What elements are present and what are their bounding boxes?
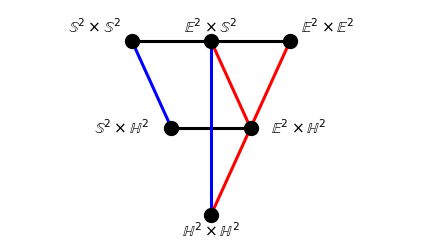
Text: $\mathbb{H}^2 \times \mathbb{H}^2$: $\mathbb{H}^2 \times \mathbb{H}^2$ <box>182 221 240 240</box>
Text: $\mathbb{E}^2 \times \mathbb{S}^2$: $\mathbb{E}^2 \times \mathbb{S}^2$ <box>184 17 238 36</box>
Text: $\mathbb{S}^2 \times \mathbb{H}^2$: $\mathbb{S}^2 \times \mathbb{H}^2$ <box>94 119 149 137</box>
Text: $\mathbb{E}^2 \times \mathbb{E}^2$: $\mathbb{E}^2 \times \mathbb{E}^2$ <box>301 17 354 36</box>
Text: $\mathbb{S}^2 \times \mathbb{S}^2$: $\mathbb{S}^2 \times \mathbb{S}^2$ <box>68 17 121 36</box>
Text: $\mathbb{E}^2 \times \mathbb{H}^2$: $\mathbb{E}^2 \times \mathbb{H}^2$ <box>271 119 327 137</box>
